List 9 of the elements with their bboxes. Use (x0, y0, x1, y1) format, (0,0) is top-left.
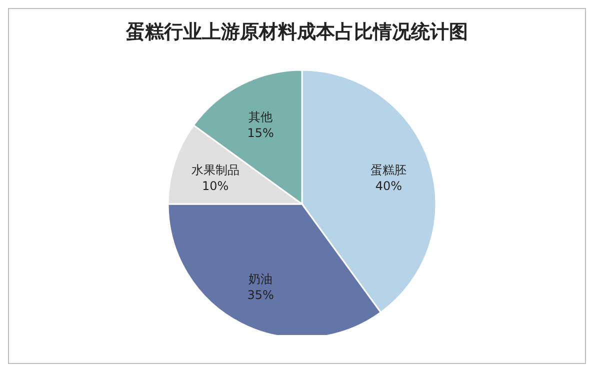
chart-title: 蛋糕行业上游原材料成本占比情况统计图 (124, 20, 469, 45)
data-label: 40% (375, 178, 402, 193)
slice-label: 奶油 (248, 272, 273, 286)
data-label: 35% (247, 288, 274, 302)
slice-label: 水果制品 (191, 162, 240, 177)
slice-label: 其他 (248, 110, 273, 124)
slice-label: 蛋糕胚 (370, 162, 407, 177)
data-label: 10% (202, 178, 229, 193)
data-label: 15% (247, 126, 274, 140)
